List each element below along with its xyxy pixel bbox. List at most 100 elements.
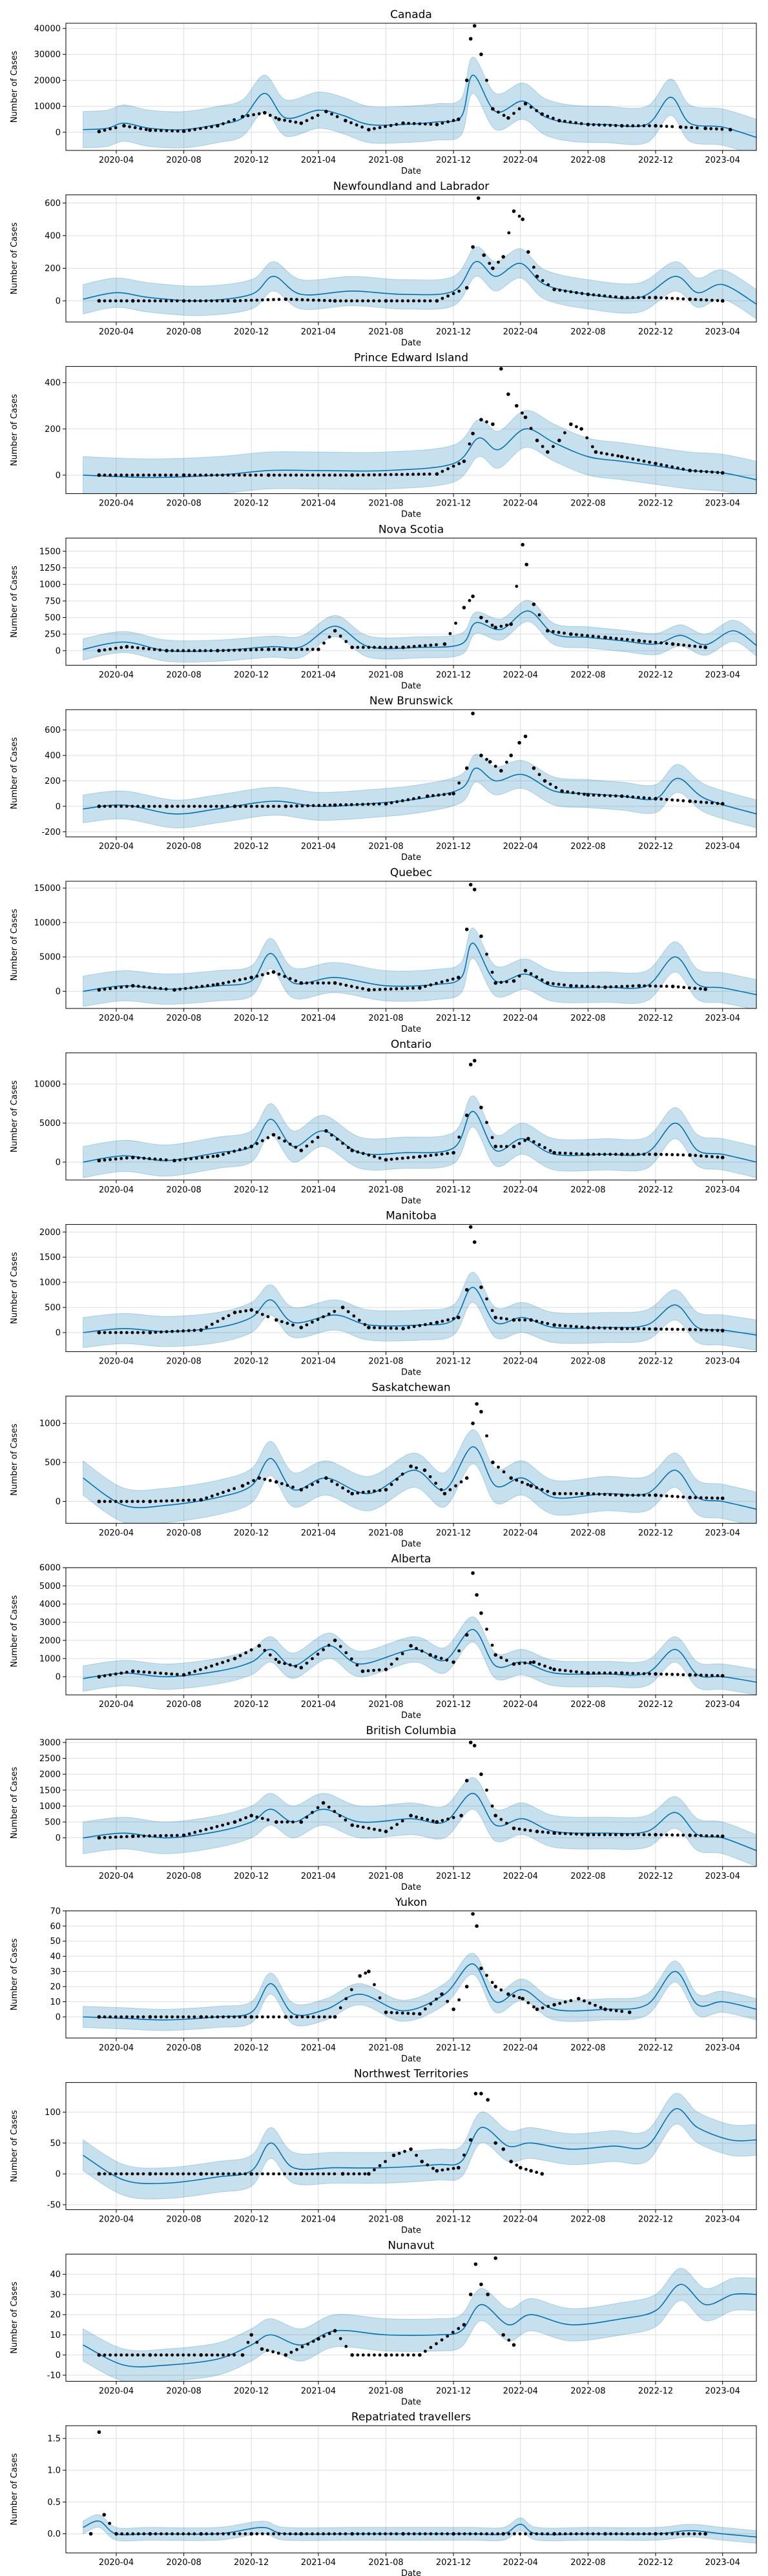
observed-point-fill: [158, 804, 162, 808]
observed-point-fill: [280, 1320, 284, 1324]
observed-point: [277, 118, 281, 121]
observed-point: [249, 2015, 254, 2019]
observed-point-fill: [289, 2015, 293, 2019]
observed-point-fill: [260, 804, 264, 808]
observed-point-fill: [705, 1328, 709, 1332]
observed-point-fill: [260, 648, 264, 651]
observed-point: [260, 2347, 264, 2351]
observed-point-fill: [716, 1497, 720, 1500]
observed-point-fill: [136, 1834, 140, 1838]
observed-point: [524, 562, 528, 567]
observed-point-fill: [322, 1315, 325, 1318]
observed-point-fill: [221, 1823, 224, 1827]
observed-point-fill: [670, 2532, 674, 2536]
observed-point-fill: [603, 1326, 607, 1330]
observed-point-fill: [609, 636, 612, 640]
observed-point-fill: [244, 1816, 247, 1819]
observed-point-fill: [311, 298, 315, 302]
observed-point-fill: [592, 793, 596, 797]
y-tick-label: 0: [56, 471, 61, 480]
observed-point-fill: [322, 299, 326, 302]
observed-point-fill: [694, 800, 698, 804]
observed-point-fill: [431, 2167, 435, 2171]
y-tick-label: 10000: [34, 918, 61, 928]
observed-point: [418, 2012, 422, 2016]
observed-point: [476, 196, 481, 200]
observed-point-fill: [289, 473, 293, 477]
observed-point-fill: [114, 1835, 118, 1839]
observed-point-fill: [502, 1470, 506, 1474]
observed-point-fill: [130, 2353, 134, 2357]
observed-point-fill: [499, 624, 503, 628]
observed-point-fill: [625, 124, 629, 128]
observed-point-fill: [210, 2172, 214, 2176]
plot-frame: [65, 366, 757, 495]
observed-point: [552, 1323, 556, 1327]
observed-point-fill: [215, 473, 219, 477]
x-axis-label: Date: [401, 2397, 421, 2407]
observed-point: [535, 2007, 539, 2011]
observed-point-fill: [257, 112, 261, 116]
observed-point-fill: [716, 1329, 720, 1333]
observed-point-fill: [244, 1309, 247, 1313]
uncertainty-band: [83, 753, 756, 829]
observed-point-fill: [563, 1324, 567, 1328]
observed-point: [493, 626, 497, 629]
observed-point-fill: [226, 473, 230, 477]
plot-frame: [65, 2253, 757, 2382]
observed-point-fill: [625, 456, 629, 460]
observed-point-fill: [227, 1151, 231, 1154]
observed-point-fill: [569, 1832, 573, 1835]
observed-point-fill: [648, 2532, 651, 2536]
observed-point-fill: [355, 986, 359, 989]
observed-point-fill: [711, 1673, 714, 1677]
observed-point: [479, 1409, 483, 1414]
observed-point: [586, 1491, 590, 1496]
observed-point-fill: [528, 1661, 532, 1664]
observed-point-fill: [526, 1483, 530, 1486]
observed-point-fill: [490, 624, 494, 627]
x-tick-label: 2020-04: [99, 2043, 134, 2053]
observed-point-fill: [535, 2532, 539, 2536]
x-tick-label: 2022-12: [638, 499, 673, 509]
observed-point-fill: [142, 1670, 146, 1674]
observed-point: [473, 2092, 478, 2096]
observed-point-fill: [659, 1327, 663, 1331]
observed-point-fill: [676, 643, 680, 646]
observed-point-fill: [285, 1322, 289, 1325]
observed-point: [182, 129, 186, 133]
x-tick-label: 2020-04: [99, 1872, 134, 1881]
observed-point: [271, 970, 276, 974]
observed-point-fill: [288, 2532, 292, 2536]
observed-point-fill: [211, 1154, 215, 1158]
observed-point-fill: [412, 299, 415, 303]
observed-point-fill: [153, 299, 157, 303]
observed-point-fill: [517, 1662, 521, 1666]
observed-point-fill: [311, 2340, 315, 2343]
observed-point-fill: [125, 1331, 129, 1334]
observed-point-fill: [170, 1834, 174, 1837]
observed-point-fill: [517, 214, 521, 218]
observed-point: [654, 797, 658, 801]
observed-point: [535, 438, 539, 442]
observed-point-fill: [698, 2532, 701, 2536]
observed-point-fill: [164, 987, 168, 991]
observed-point: [594, 450, 598, 454]
observed-point: [471, 431, 475, 436]
observed-point-fill: [625, 1327, 629, 1331]
x-tick-label: 2023-04: [705, 1528, 740, 1538]
observed-point: [654, 462, 658, 465]
observed-point-fill: [300, 2015, 304, 2019]
observed-point-fill: [356, 2532, 360, 2536]
observed-point-fill: [210, 2015, 214, 2019]
observed-point-fill: [322, 473, 326, 477]
observed-point-fill: [171, 1499, 174, 1502]
observed-point: [501, 2531, 505, 2536]
observed-point-fill: [295, 804, 298, 808]
observed-point: [493, 981, 497, 985]
observed-point-fill: [130, 473, 134, 477]
observed-point-fill: [406, 986, 410, 990]
observed-point-fill: [389, 124, 393, 127]
